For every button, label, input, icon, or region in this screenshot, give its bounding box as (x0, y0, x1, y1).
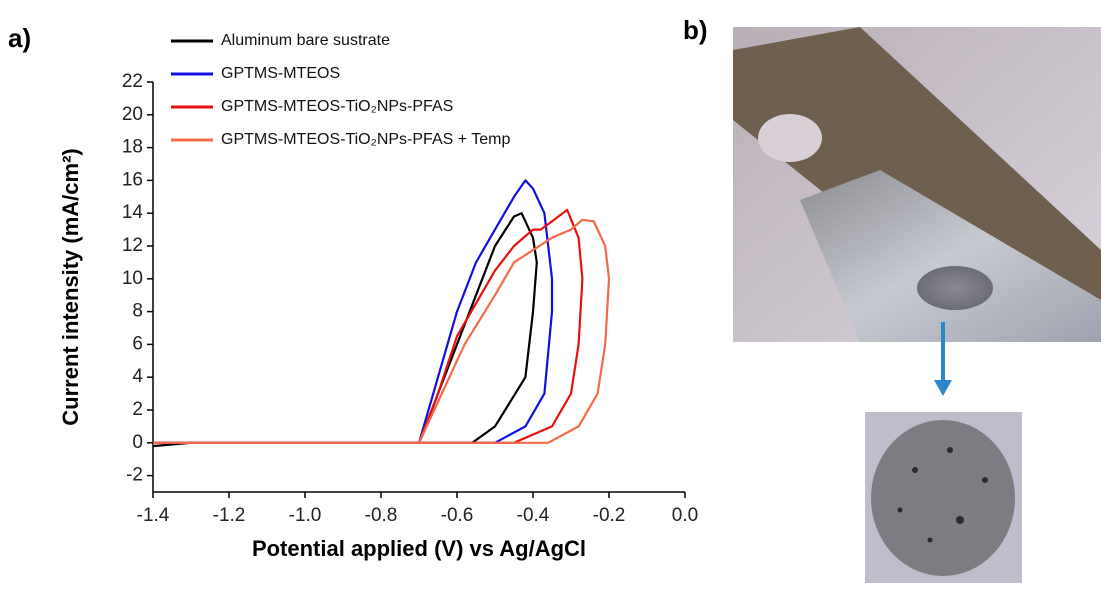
x-tick-label: -1.0 (289, 505, 322, 526)
series-line (152, 212, 538, 448)
photo-closeup (865, 412, 1022, 583)
x-axis-title: Potential applied (V) vs Ag/AgCl (252, 536, 586, 561)
x-tick-label: -0.2 (593, 505, 626, 526)
y-tick-label: 0 (132, 432, 143, 453)
x-tick-label: -1.4 (137, 505, 170, 526)
x-tick-label: -0.4 (517, 505, 550, 526)
legend-label: Aluminum bare sustrate (221, 32, 390, 49)
photo (733, 27, 1101, 342)
y-tick-label: 12 (122, 235, 143, 256)
panel-label: a) (8, 23, 31, 53)
panel-label: b) (683, 15, 708, 45)
y-tick-label: 20 (122, 104, 143, 125)
y-tick-label: 22 (122, 71, 143, 92)
plot: -1.4 -1.2 -1.0 -0.8 -0.6 -0.4 -0.2 0.0 -2 0 2 4 6 8 10… (58, 32, 698, 561)
y-tick-label: 16 (122, 169, 143, 190)
series-line (153, 208, 584, 444)
x-tick-label: -1.2 (213, 505, 246, 526)
x-tick-label: 0.0 (672, 505, 698, 526)
legend-label: GPTMS-MTEOS-TiO₂NPs-PFAS (221, 98, 453, 115)
legend-label: GPTMS-MTEOS (221, 65, 340, 82)
y-tick-label: 8 (132, 301, 143, 322)
y-tick-label: 6 (132, 333, 143, 354)
x-tick-label: -0.8 (365, 505, 398, 526)
y-tick-label: 10 (122, 268, 143, 289)
y-tick-label: 18 (122, 137, 143, 158)
y-tick-label: 4 (132, 366, 143, 387)
arrow (934, 322, 952, 396)
x-tick-label: -0.6 (441, 505, 474, 526)
series-line (153, 179, 554, 444)
y-tick-label: 2 (132, 399, 143, 420)
y-tick-label: 14 (122, 202, 144, 223)
legend-label: GPTMS-MTEOS-TiO₂NPs-PFAS + Temp (221, 131, 510, 148)
series-line (153, 218, 611, 444)
y-axis-title: Current intensity (mA/cm²) (58, 148, 83, 425)
y-tick-label: -2 (126, 465, 143, 486)
